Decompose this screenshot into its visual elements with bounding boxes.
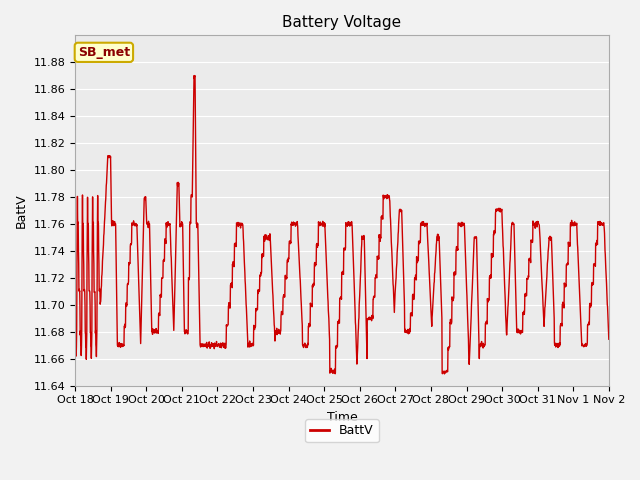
Y-axis label: BattV: BattV <box>15 193 28 228</box>
Text: SB_met: SB_met <box>78 46 130 59</box>
Title: Battery Voltage: Battery Voltage <box>282 15 401 30</box>
X-axis label: Time: Time <box>326 411 357 424</box>
Legend: BattV: BattV <box>305 420 379 442</box>
